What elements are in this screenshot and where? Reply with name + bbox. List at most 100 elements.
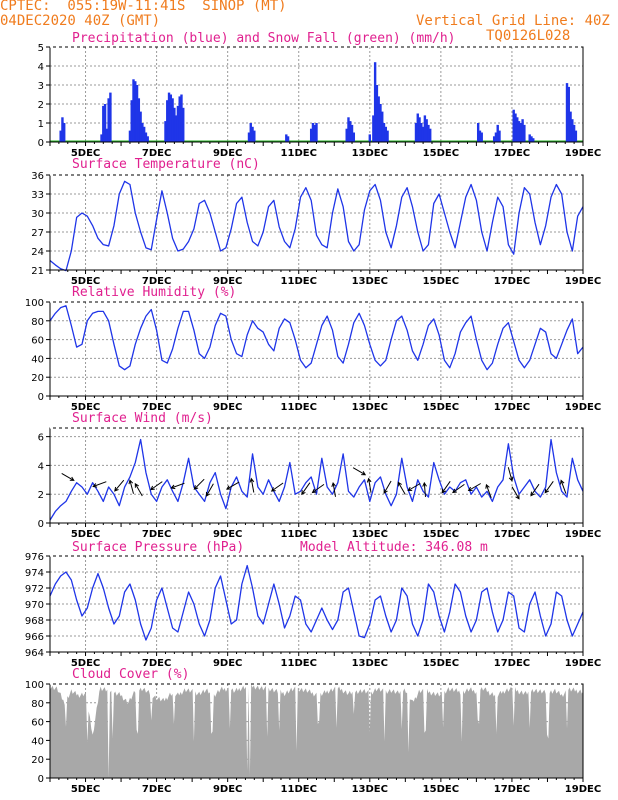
precip-bar <box>59 130 62 142</box>
precip-bar <box>103 104 107 142</box>
wind-arrow <box>560 479 567 494</box>
wind-arrow <box>331 481 336 497</box>
precip-bar <box>521 119 524 142</box>
temperature-ytick-label: 36 <box>31 171 44 182</box>
wind-arrow <box>467 483 481 492</box>
humidity-xtick-label: 19DEC <box>565 402 601 413</box>
precip-bar <box>61 117 64 142</box>
precip-bar <box>347 117 350 142</box>
wind-arrow <box>397 481 406 495</box>
pressure-xtick-label: 5DEC <box>71 658 100 669</box>
temperature-title: Surface Temperature (nC) <box>72 157 260 172</box>
wind-arrow <box>61 472 75 481</box>
precip-bar <box>381 111 384 142</box>
wind-line <box>49 438 584 521</box>
precip-bar <box>349 121 352 142</box>
precip-bar <box>128 130 132 142</box>
precip-bar <box>164 121 167 142</box>
precip-ytick-label: 0 <box>38 138 44 149</box>
pressure-xtick-label: 13DEC <box>352 658 388 669</box>
pressure-ytick-label: 976 <box>25 552 44 563</box>
wind-xtick-label: 7DEC <box>142 529 171 540</box>
wind-arrow <box>301 482 311 496</box>
precip-bar <box>171 98 174 142</box>
header-run-date: 04DEC2020 40Z (GMT) <box>0 13 161 29</box>
precip-bar <box>176 105 180 142</box>
wind-ytick-label: 6 <box>38 433 44 444</box>
humidity-line <box>49 305 584 371</box>
wind-arrow <box>311 483 325 494</box>
precip-bar <box>132 79 135 142</box>
precip-ytick-label: 3 <box>38 81 44 92</box>
precip-bar <box>309 128 313 142</box>
precip-title: Precipitation (blue) and Snow Fall (gree… <box>72 31 456 46</box>
wind-arrow <box>128 479 134 494</box>
humidity-ytick-label: 20 <box>31 373 44 384</box>
precip-bar <box>368 134 371 142</box>
precip-bar <box>102 105 105 142</box>
precip-bar <box>251 126 254 142</box>
temperature-xtick-label: 17DEC <box>494 276 530 287</box>
humidity-xtick-label: 7DEC <box>142 402 171 413</box>
precip-bar <box>567 86 570 142</box>
wind-title: Surface Wind (m/s) <box>72 411 213 426</box>
wind-arrow <box>383 480 392 495</box>
precip-bar <box>528 134 531 142</box>
temperature-xtick-label: 19DEC <box>565 276 601 287</box>
precip-bar <box>105 128 109 142</box>
precip-ytick-label: 4 <box>38 62 44 73</box>
wind-ytick-label: 0 <box>38 519 44 530</box>
wind-arrow <box>366 477 372 493</box>
wind-xtick-label: 13DEC <box>352 529 388 540</box>
precip-xtick-label: 17DEC <box>494 148 530 159</box>
precip-bar <box>416 113 419 142</box>
precip-bar <box>352 132 356 142</box>
cloud-ytick-label: 0 <box>38 774 44 785</box>
wind-arrow <box>205 483 214 497</box>
precip-bar <box>134 81 137 142</box>
wind-arrow <box>150 481 163 491</box>
temperature-ytick-label: 33 <box>31 190 44 201</box>
precip-bar <box>494 132 498 142</box>
cloud-ytick-label: 100 <box>25 680 44 691</box>
precip-bar <box>532 138 535 142</box>
precip-bar <box>109 92 112 142</box>
precip-bar <box>135 85 139 142</box>
humidity-ytick-label: 60 <box>31 336 44 347</box>
precip-bar <box>565 83 569 142</box>
precip-bar <box>247 132 251 142</box>
humidity-xtick-label: 5DEC <box>71 402 100 413</box>
precip-bar <box>141 123 144 142</box>
temperature-xtick-label: 15DEC <box>423 276 459 287</box>
cloud-xtick-label: 9DEC <box>213 784 242 795</box>
precip-bar <box>420 123 423 142</box>
precip-bar <box>137 98 141 142</box>
pressure-line <box>49 564 584 641</box>
temperature-frame <box>49 174 584 271</box>
temperature-ytick-label: 27 <box>31 228 44 239</box>
precip-bar <box>523 124 526 142</box>
precip-bar <box>253 130 256 142</box>
precip-ytick-label: 5 <box>38 43 44 54</box>
cloud-xtick-label: 5DEC <box>71 784 100 795</box>
precip-bar <box>63 123 66 142</box>
precip-bar <box>478 130 482 142</box>
precip-panel: Precipitation (blue) and Snow Fall (gree… <box>38 31 602 159</box>
precip-bar <box>574 130 578 142</box>
precip-bar <box>480 132 483 142</box>
cloud-xtick-label: 7DEC <box>142 784 171 795</box>
precip-bar <box>418 117 421 142</box>
precip-bar <box>350 124 354 142</box>
precip-bar <box>146 136 149 142</box>
precip-bar <box>144 132 148 142</box>
pressure-annotation: Model Altitude: 346.08 m <box>300 540 488 555</box>
wind-xtick-label: 9DEC <box>213 529 242 540</box>
precip-bar <box>423 115 427 142</box>
wind-arrow <box>507 467 514 482</box>
precip-bar <box>174 115 178 142</box>
precip-bar <box>311 123 315 142</box>
precip-bar <box>139 111 142 142</box>
pressure-ytick-label: 974 <box>25 568 44 579</box>
wind-arrow <box>441 481 451 494</box>
wind-arrow <box>92 481 107 488</box>
